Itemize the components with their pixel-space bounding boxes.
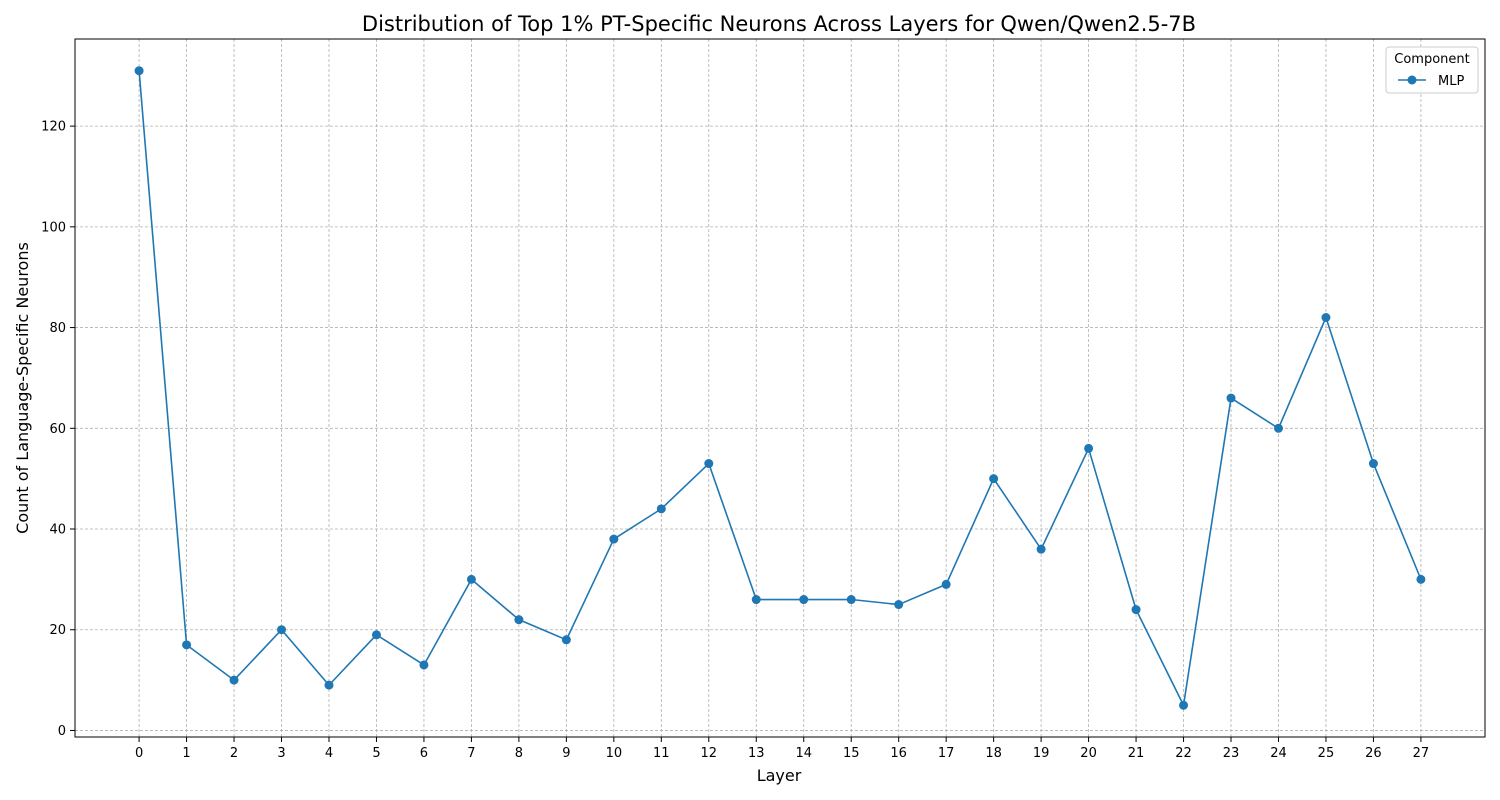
x-tick-label: 19 xyxy=(1033,746,1050,761)
data-point xyxy=(846,595,856,605)
x-tick-label: 10 xyxy=(606,746,623,761)
data-point xyxy=(1131,605,1141,615)
data-points xyxy=(134,66,1426,710)
x-axis-ticks: 0 1 2 3 4 5 6 7 8 9 10 11 12 13 14 15 16 17 18 19 20 21 22 23 24… xyxy=(135,737,1429,761)
chart-title: Distribution of Top 1% PT-Specific Neuro… xyxy=(362,12,1196,36)
x-tick-label: 27 xyxy=(1413,746,1430,761)
series-lines xyxy=(138,70,1422,707)
data-point xyxy=(561,635,571,645)
data-point xyxy=(1179,700,1189,710)
grid-lines xyxy=(75,39,1485,737)
x-tick-label: 18 xyxy=(985,746,1002,761)
data-point xyxy=(799,595,809,605)
x-tick-label: 6 xyxy=(420,746,428,761)
data-point xyxy=(1273,423,1283,433)
x-tick-label: 2 xyxy=(230,746,238,761)
x-tick-label: 1 xyxy=(182,746,190,761)
data-point xyxy=(1321,312,1331,322)
data-point xyxy=(894,600,904,610)
series-line-mlp xyxy=(138,70,1422,707)
x-tick-label: 12 xyxy=(701,746,718,761)
data-point xyxy=(1368,459,1378,469)
y-tick-label: 100 xyxy=(41,220,66,235)
y-tick-label: 60 xyxy=(49,422,66,437)
data-point xyxy=(609,534,619,544)
data-point xyxy=(182,640,192,650)
y-tick-label: 120 xyxy=(41,120,66,135)
data-point xyxy=(514,615,524,625)
x-tick-label: 25 xyxy=(1318,746,1335,761)
x-tick-label: 16 xyxy=(890,746,907,761)
x-tick-label: 11 xyxy=(653,746,670,761)
data-point xyxy=(466,574,476,584)
data-point xyxy=(419,660,429,670)
data-point xyxy=(1036,544,1046,554)
x-tick-label: 20 xyxy=(1080,746,1097,761)
x-tick-label: 26 xyxy=(1365,746,1382,761)
data-point xyxy=(656,504,666,514)
y-tick-label: 80 xyxy=(49,321,66,336)
data-point xyxy=(324,680,334,690)
x-tick-label: 7 xyxy=(467,746,475,761)
data-point xyxy=(1084,443,1094,453)
x-tick-label: 24 xyxy=(1270,746,1287,761)
x-tick-label: 8 xyxy=(515,746,523,761)
y-axis-ticks: 0 20 40 60 80 100 120 xyxy=(41,120,75,739)
data-point xyxy=(277,625,287,635)
data-point xyxy=(989,474,999,484)
x-tick-label: 13 xyxy=(748,746,765,761)
x-tick-label: 14 xyxy=(795,746,812,761)
x-tick-label: 0 xyxy=(135,746,143,761)
legend-point-marker xyxy=(1407,75,1417,85)
data-point xyxy=(1226,393,1236,403)
x-tick-label: 23 xyxy=(1223,746,1240,761)
legend-entry-mlp: MLP xyxy=(1438,74,1464,89)
data-point xyxy=(751,595,761,605)
y-tick-label: 20 xyxy=(49,623,66,638)
x-axis-label: Layer xyxy=(757,766,802,785)
x-tick-label: 21 xyxy=(1128,746,1145,761)
legend: Component MLP xyxy=(1385,46,1479,94)
y-tick-label: 40 xyxy=(49,523,66,538)
x-tick-label: 17 xyxy=(938,746,955,761)
plot-frame xyxy=(74,38,1486,738)
x-tick-label: 22 xyxy=(1175,746,1192,761)
data-point xyxy=(1416,574,1426,584)
data-point xyxy=(134,66,144,76)
data-point xyxy=(229,675,239,685)
x-tick-label: 4 xyxy=(325,746,333,761)
x-tick-label: 5 xyxy=(372,746,380,761)
data-point xyxy=(941,579,951,589)
data-point xyxy=(704,459,714,469)
y-tick-label: 0 xyxy=(58,724,66,739)
y-axis-label: Count of Language-Specific Neurons xyxy=(13,242,32,534)
x-tick-label: 15 xyxy=(843,746,860,761)
x-tick-label: 3 xyxy=(277,746,285,761)
data-point xyxy=(371,630,381,640)
legend-title: Component xyxy=(1394,52,1469,67)
x-tick-label: 9 xyxy=(562,746,570,761)
